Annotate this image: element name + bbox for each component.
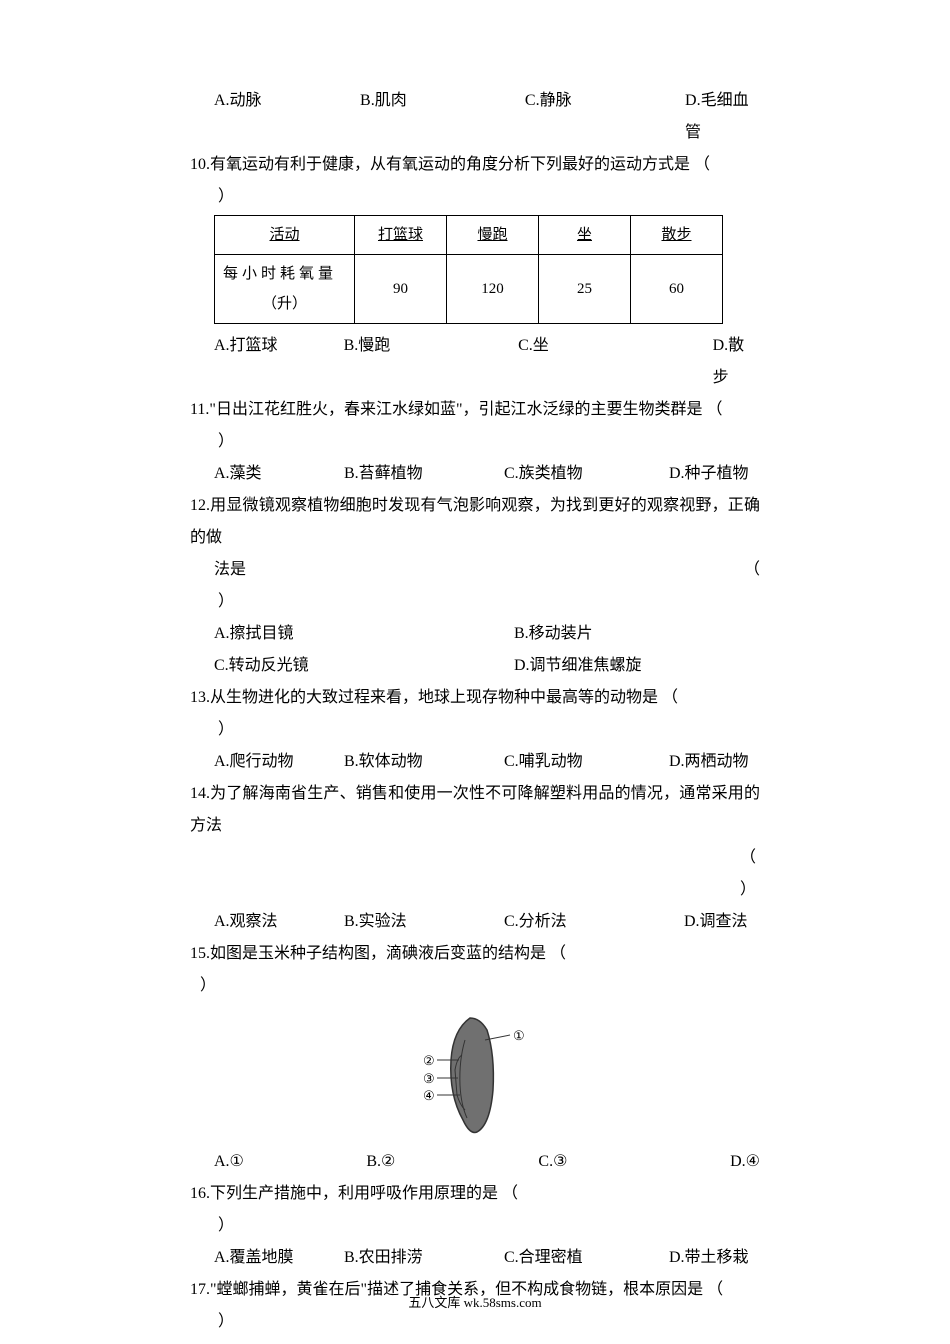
q10-th-activity: 活动 [215,216,355,255]
q12-text: 12.用显微镜观察植物细胞时发现有气泡影响观察，为找到更好的观察视野，正确的做 [190,490,760,554]
q10-opt-c: C.坐 [518,330,712,394]
q11-opt-c: C.族类植物 [504,458,669,490]
q12-options-row2: C.转动反光镜 D.调节细准焦螺旋 [190,650,760,682]
q15-opt-d: D.④ [730,1146,760,1178]
q10-v4: 60 [631,255,723,324]
q16-opt-a: A.覆盖地膜 [214,1242,344,1274]
q14-opt-b: B.实验法 [344,906,504,938]
q14-opt-c: C.分析法 [504,906,684,938]
q11-opt-a: A.藻类 [214,458,344,490]
label-2: ② [423,1053,435,1068]
q12-text2: 法是 [214,554,246,586]
q10-th-c4: 散步 [631,216,723,255]
q12-opt-a: A.擦拭目镜 [214,618,514,650]
q14-opt-a: A.观察法 [214,906,344,938]
q11-paren: ） [190,426,760,458]
label-1: ① [513,1028,525,1043]
q15-options: A.① B.② C.③ D.④ [190,1146,760,1178]
q14-opt-d: D.调查法 [684,906,748,938]
q10-row-label-l2: （升） [223,289,346,319]
q10-paren: ） [190,181,760,213]
q16-paren: ） [190,1210,760,1242]
q9-options: A.动脉 B.肌肉 C.静脉 D.毛细血管 [190,85,760,149]
q15-opt-c: C.③ [538,1146,730,1178]
q9-opt-b: B.肌肉 [360,85,525,149]
q10-options: A.打篮球 B.慢跑 C.坐 D.散步 [190,330,760,394]
q10-th-c1: 打篮球 [355,216,447,255]
page-footer: 五八文库 wk.58sms.com [190,1290,760,1316]
q10-opt-a: A.打篮球 [214,330,344,394]
q12-opt-c: C.转动反光镜 [214,650,514,682]
q13-opt-a: A.爬行动物 [214,746,344,778]
q11-opt-d: D.种子植物 [669,458,749,490]
q9-opt-a: A.动脉 [214,85,360,149]
q13-text: 13.从生物进化的大致过程来看，地球上现存物种中最高等的动物是 （ [190,682,760,714]
q12-paren2: ） [190,586,760,618]
q14-options: A.观察法 B.实验法 C.分析法 D.调查法 [190,906,760,938]
q10-v1: 90 [355,255,447,324]
q16-opt-c: C.合理密植 [504,1242,669,1274]
q12-paren-open: （ [744,554,760,586]
q10-opt-b: B.慢跑 [344,330,519,394]
q12-options-row1: A.擦拭目镜 B.移动装片 [190,618,760,650]
q10-text: 10.有氧运动有利于健康，从有氧运动的角度分析下列最好的运动方式是 （ [190,149,760,181]
q13-paren: ） [190,714,760,746]
q10-row-label-l1: 每小时耗氧量 [223,259,346,289]
q9-opt-d: D.毛细血管 [685,85,760,149]
q13-opt-b: B.软体动物 [344,746,504,778]
q10-th-c3: 坐 [539,216,631,255]
q10-v3: 25 [539,255,631,324]
q11-opt-b: B.苔藓植物 [344,458,504,490]
q15-opt-b: B.② [366,1146,538,1178]
q15-paren: ） [190,970,760,1002]
seed-diagram-svg: ① ② ③ ④ [415,1010,535,1140]
q16-opt-b: B.农田排涝 [344,1242,504,1274]
q15-opt-a: A.① [214,1146,366,1178]
q14-paren-close: ） [190,874,760,906]
q10-th-c2: 慢跑 [447,216,539,255]
q10-table: 活动 打篮球 慢跑 坐 散步 每小时耗氧量 （升） 90 120 25 60 [214,215,723,324]
q16-opt-d: D.带土移栽 [669,1242,749,1274]
q13-opt-d: D.两栖动物 [669,746,749,778]
q11-text: 11."日出江花红胜火，春来江水绿如蓝"，引起江水泛绿的主要生物类群是 （ [190,394,760,426]
q13-options: A.爬行动物 B.软体动物 C.哺乳动物 D.两栖动物 [190,746,760,778]
label-3: ③ [423,1071,435,1086]
q16-text: 16.下列生产措施中，利用呼吸作用原理的是 （ [190,1178,760,1210]
q15-figure: ① ② ③ ④ [190,1010,760,1140]
q10-opt-d: D.散步 [713,330,760,394]
q13-opt-c: C.哺乳动物 [504,746,669,778]
q10-row-label: 每小时耗氧量 （升） [215,255,355,324]
seed-outline [451,1018,494,1133]
q9-opt-c: C.静脉 [525,85,685,149]
q11-options: A.藻类 B.苔藓植物 C.族类植物 D.种子植物 [190,458,760,490]
q12-opt-d: D.调节细准焦螺旋 [514,650,642,682]
q14-text: 14.为了解海南省生产、销售和使用一次性不可降解塑料用品的情况，通常采用的方法 [190,778,760,842]
label-4: ④ [423,1088,435,1103]
q14-paren-open: （ [190,842,760,874]
q10-v2: 120 [447,255,539,324]
q16-options: A.覆盖地膜 B.农田排涝 C.合理密植 D.带土移栽 [190,1242,760,1274]
q12-opt-b: B.移动装片 [514,618,593,650]
q15-text: 15.如图是玉米种子结构图，滴碘液后变蓝的结构是 （ [190,938,760,970]
